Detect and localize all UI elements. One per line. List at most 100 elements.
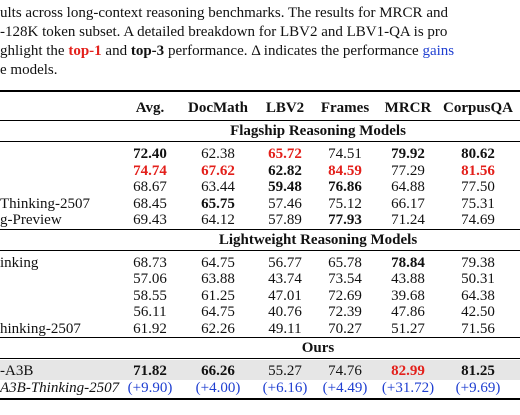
section-title: Flagship Reasoning Models	[230, 123, 406, 139]
cell: 77.93	[328, 212, 362, 228]
rule	[0, 337, 520, 338]
rule	[0, 141, 520, 142]
text: and	[101, 43, 131, 59]
cell: 68.67	[133, 179, 167, 195]
rule	[0, 90, 520, 92]
cell: 47.01	[268, 287, 302, 304]
cell: 75.31	[461, 195, 495, 212]
cell: 63.88	[201, 271, 235, 287]
cell: 39.68	[391, 287, 425, 304]
cell: (+9.69)	[455, 379, 501, 396]
cell: 47.86	[391, 304, 425, 320]
cell: 77.29	[391, 162, 425, 179]
column-header: Avg.	[135, 100, 165, 116]
cell: (+4.49)	[322, 379, 368, 396]
rule	[0, 249, 520, 251]
cell: (+31.72)	[381, 379, 435, 396]
cell: 55.27	[268, 363, 302, 379]
text: gains	[422, 43, 455, 59]
cell: 63.44	[201, 179, 235, 195]
cell: 58.55	[133, 287, 167, 304]
rule	[0, 398, 520, 400]
cell: 77.50	[461, 179, 495, 195]
cell: 72.69	[328, 287, 362, 304]
cell: (+6.16)	[262, 379, 308, 396]
row-name: g-Preview	[0, 212, 62, 228]
cell: 73.54	[328, 271, 362, 287]
cell: 64.75	[201, 304, 235, 320]
cell: (+4.00)	[195, 379, 241, 396]
cell: 66.17	[391, 195, 425, 212]
cell: 64.88	[391, 179, 425, 195]
cell: 72.39	[328, 304, 362, 320]
row-name: Thinking-2507	[0, 195, 90, 212]
cell: 80.62	[461, 146, 495, 162]
cell: 57.89	[268, 212, 302, 228]
rule	[0, 228, 520, 230]
cell: 79.92	[391, 146, 425, 162]
row-name: -A3B	[0, 363, 34, 379]
cell: 40.76	[268, 304, 302, 320]
row-name: hinking-2507	[0, 320, 81, 337]
text: performance. Δ indicates the performance	[164, 43, 423, 59]
column-header: CorpusQA	[442, 100, 514, 116]
cell: 56.11	[133, 304, 167, 320]
cell: 74.76	[328, 363, 362, 379]
column-header: MRCR	[384, 100, 432, 116]
text: top-1	[68, 43, 102, 59]
cell: 71.24	[391, 212, 425, 228]
text: top-3	[130, 43, 165, 59]
rule	[0, 120, 520, 121]
cell: 62.38	[201, 146, 235, 162]
section-title: Lightweight Reasoning Models	[218, 231, 418, 248]
text-line: ults across long-context reasoning bench…	[0, 5, 448, 21]
cell: 67.62	[201, 162, 235, 179]
cell: 42.50	[461, 304, 495, 320]
row-name: inking	[0, 254, 39, 271]
cell: 62.82	[268, 162, 302, 179]
cell: 81.56	[461, 162, 495, 179]
cell: 56.77	[268, 254, 302, 271]
cell: 51.27	[391, 320, 425, 337]
cell: 71.82	[133, 363, 167, 379]
rule	[0, 358, 520, 359]
cell: 78.84	[391, 254, 425, 271]
cell: 69.43	[133, 212, 167, 228]
cell: 74.69	[461, 212, 495, 228]
cell: 81.25	[461, 363, 495, 379]
cell: 68.45	[133, 195, 167, 212]
cell: (+9.90)	[127, 379, 173, 396]
text-line: e models.	[0, 62, 58, 78]
cell: 43.88	[391, 271, 425, 287]
cell: 43.74	[268, 271, 302, 287]
text-line: ghlight the top-1 and top-3 performance.…	[0, 42, 454, 60]
cell: 57.46	[268, 195, 302, 212]
cell: 71.56	[461, 320, 495, 337]
cell: 64.38	[461, 287, 495, 304]
column-header: LBV2	[265, 100, 305, 116]
cell: 72.40	[133, 146, 167, 162]
cell: 61.92	[133, 320, 167, 337]
cell: 61.25	[201, 287, 235, 304]
cell: 74.51	[328, 146, 362, 162]
text-line: -128K token subset. A detailed breakdown…	[0, 24, 448, 40]
cell: 84.59	[328, 162, 362, 179]
cell: 64.75	[201, 254, 235, 271]
cell: 64.12	[201, 212, 235, 228]
cell: 65.78	[328, 254, 362, 271]
cell: 82.99	[391, 363, 425, 379]
column-header: Frames	[320, 100, 370, 116]
cell: 79.38	[461, 254, 495, 271]
row-name: A3B-Thinking-2507	[0, 379, 120, 396]
cell: 68.73	[133, 254, 167, 271]
cell: 76.86	[328, 179, 362, 195]
cell: 62.26	[201, 320, 235, 337]
cell: 59.48	[268, 179, 302, 195]
cell: 66.26	[201, 363, 235, 379]
text: ghlight the	[0, 43, 69, 59]
cell: 75.12	[328, 195, 362, 212]
section-title: Ours	[301, 340, 335, 356]
column-header: DocMath	[188, 100, 248, 116]
cell: 65.72	[268, 146, 302, 162]
